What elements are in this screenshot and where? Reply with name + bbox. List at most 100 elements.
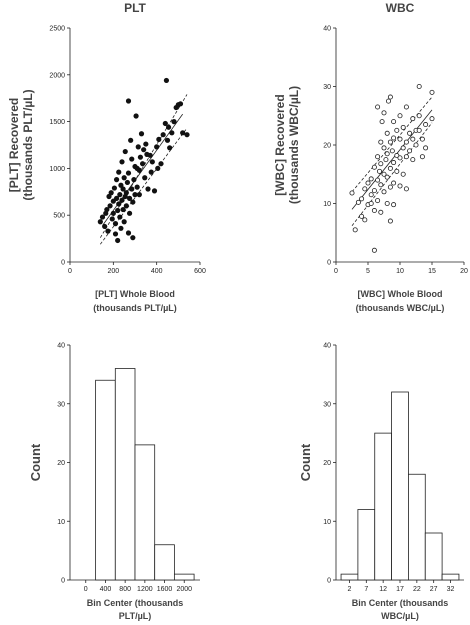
- data-point: [384, 174, 390, 180]
- data-point: [126, 195, 133, 201]
- x-tick-label: 22: [413, 586, 421, 593]
- data-point: [352, 227, 358, 233]
- x-axis-label: (thousands WBC/µL): [356, 303, 445, 313]
- y-axis-label: (thousands WBC/µL): [287, 86, 301, 204]
- data-point: [116, 169, 122, 175]
- y-tick-label: 10: [57, 519, 65, 526]
- data-point: [416, 127, 422, 133]
- x-tick-label: 12: [379, 586, 387, 593]
- y-tick-label: 0: [61, 578, 65, 585]
- x-axis-label: [PLT] Whole Blood: [95, 289, 175, 299]
- data-point: [410, 157, 416, 163]
- histogram-bar: [441, 573, 460, 581]
- x-tick-label: 10: [396, 268, 404, 275]
- data-point: [162, 120, 168, 127]
- y-axis-label: (thousands PLT/µL): [21, 89, 35, 200]
- data-point: [130, 199, 136, 205]
- data-point: [125, 98, 132, 104]
- x-axis-label: Bin Center (thousands: [87, 598, 184, 608]
- data-point: [377, 168, 383, 174]
- data-point: [403, 104, 409, 110]
- data-point: [429, 89, 435, 95]
- data-point: [138, 131, 145, 137]
- data-point: [378, 209, 384, 215]
- data-point: [120, 206, 126, 213]
- histogram-bar: [374, 432, 392, 581]
- data-point: [118, 225, 124, 231]
- data-point: [355, 199, 361, 205]
- data-point: [132, 192, 138, 198]
- histogram-bar: [173, 573, 195, 581]
- x-axis-label: [WBC] Whole Blood: [358, 289, 443, 299]
- data-point: [400, 124, 406, 130]
- data-point: [397, 136, 403, 142]
- x-tick-label: 2: [348, 586, 352, 593]
- wbc-scatter: WBC 0 10 20 30 40 0 5 10 15 20 [WBC] Whole Blood (th…: [273, 1, 468, 313]
- data-point: [121, 219, 127, 225]
- x-tick-label: 0: [334, 268, 338, 275]
- data-point: [394, 168, 400, 174]
- data-point: [128, 137, 134, 143]
- data-point: [378, 161, 384, 167]
- data-point: [381, 189, 387, 195]
- data-point: [423, 122, 429, 128]
- data-point: [403, 186, 409, 192]
- data-point: [97, 219, 103, 225]
- x-tick-label: 800: [119, 586, 131, 593]
- data-point: [378, 182, 384, 188]
- y-tick-label: 500: [53, 213, 65, 220]
- data-point: [108, 190, 114, 196]
- y-axis-label: [WBC] Recovered: [273, 94, 287, 195]
- ci-upper-line: [351, 96, 433, 193]
- chart-title: WBC: [386, 1, 415, 15]
- y-tick-label: 40: [57, 343, 65, 350]
- data-point: [129, 156, 135, 162]
- histogram-bar: [134, 444, 156, 581]
- data-point: [164, 137, 171, 143]
- data-point: [116, 201, 122, 207]
- x-tick-label: 17: [396, 586, 404, 593]
- data-point: [119, 159, 125, 165]
- data-point: [413, 142, 419, 148]
- x-tick-label: 400: [100, 586, 112, 593]
- data-point: [397, 113, 403, 119]
- data-point: [163, 77, 170, 84]
- data-point: [389, 148, 395, 154]
- data-point: [397, 183, 403, 189]
- data-point: [180, 130, 186, 136]
- data-point: [105, 228, 111, 234]
- data-point: [110, 210, 116, 216]
- y-axis-label: Count: [28, 443, 43, 481]
- data-point: [139, 161, 146, 167]
- data-point: [391, 202, 397, 208]
- data-point: [368, 176, 374, 182]
- y-tick-label: 1500: [49, 119, 65, 126]
- data-point: [400, 171, 406, 177]
- data-point: [136, 167, 142, 173]
- y-tick-label: 40: [323, 343, 331, 350]
- data-point: [131, 177, 137, 183]
- data-point: [117, 192, 123, 198]
- data-point: [419, 136, 425, 142]
- data-point: [107, 203, 113, 209]
- data-point: [407, 130, 413, 136]
- data-point: [387, 139, 393, 145]
- data-point: [383, 157, 389, 163]
- data-point: [135, 144, 141, 150]
- histogram-bar: [408, 473, 426, 581]
- data-point: [385, 98, 391, 104]
- x-axis-label: (thousands PLT/µL): [93, 303, 177, 313]
- data-point: [407, 148, 413, 154]
- data-point: [371, 247, 377, 253]
- x-axis-label: WBC/µL): [381, 611, 419, 621]
- data-point: [378, 139, 384, 145]
- data-point: [123, 203, 129, 209]
- data-point: [134, 184, 140, 190]
- x-tick-label: 1200: [137, 586, 153, 593]
- data-point: [384, 200, 390, 206]
- data-point: [120, 186, 126, 192]
- data-point: [145, 186, 151, 192]
- data-point: [124, 179, 131, 186]
- data-point: [115, 207, 121, 214]
